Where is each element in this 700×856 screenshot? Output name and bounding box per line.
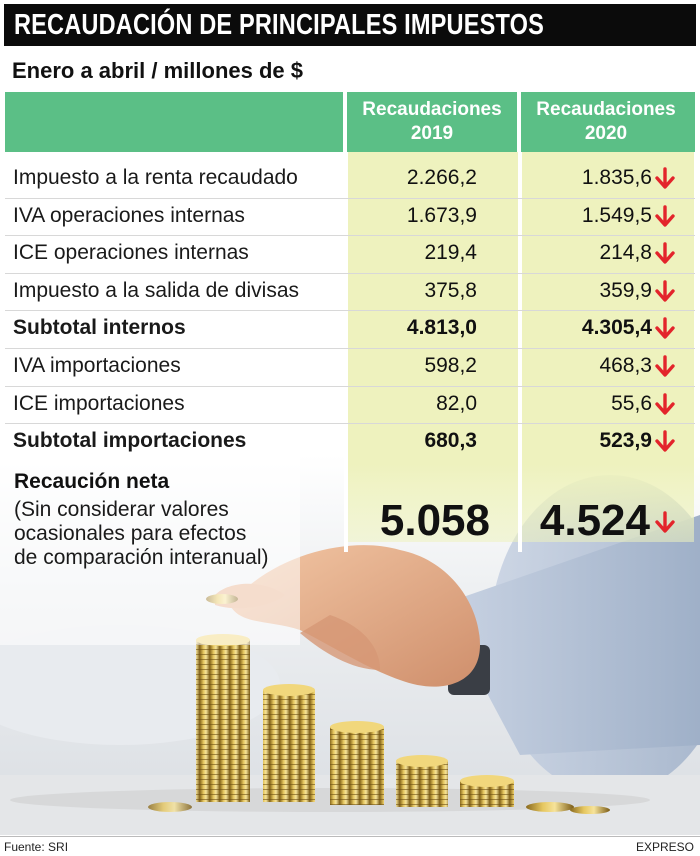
row-value-2020: 55,6 (611, 391, 652, 415)
row-separator (5, 197, 695, 199)
row-label: IVA importaciones (13, 354, 181, 377)
column-header-2019-line2: 2019 (410, 123, 454, 144)
column-divider (344, 152, 348, 552)
row-label: Subtotal internos (13, 316, 186, 340)
down-arrow-icon (655, 392, 675, 415)
down-arrow-icon (655, 280, 675, 302)
table-row: Impuesto a la salida de divisas 375,8 359,… (5, 273, 695, 311)
row-separator (5, 272, 695, 274)
down-arrow-icon (655, 242, 675, 264)
table-row: Subtotal internos 4.813,0 4.305,4 (5, 310, 695, 348)
row-label: Impuesto a la renta recaudado (13, 166, 298, 189)
column-header-2019-line1: Recaudaciones (362, 99, 502, 120)
row-label: Impuesto a la salida de divisas (13, 278, 299, 302)
page-title: RECAUDACIÓN DE PRINCIPALES IMPUESTOS (4, 4, 696, 46)
column-header-2020: Recaudaciones 2020 (521, 98, 691, 146)
table-row: Impuesto a la renta recaudado 2.266,2 1.83… (5, 160, 695, 198)
row-value-2019: 598,2 (424, 354, 477, 377)
row-value-2019: 4.813,0 (406, 316, 477, 340)
row-value-2020: 1.549,5 (581, 203, 652, 227)
row-value-2020: 1.835,6 (581, 166, 652, 189)
row-label: ICE operaciones internas (13, 241, 249, 265)
brand-credit: EXPRESO (635, 840, 694, 854)
table-row: IVA importaciones 598,2 468,3 (5, 348, 695, 386)
row-separator (5, 423, 695, 425)
row-value-2019: 1.673,9 (406, 203, 477, 227)
row-value-2019: 2.266,2 (406, 166, 477, 189)
down-arrow-icon (655, 317, 675, 340)
down-arrow-icon (655, 204, 675, 227)
down-arrow-icon (655, 167, 675, 189)
coin-stacks (148, 634, 610, 814)
page-subtitle: Enero a abril / millones de $ (12, 58, 303, 83)
table-header: Recaudaciones 2019 Recaudaciones 2020 (5, 92, 695, 152)
net-note: (Sin considerar valores ocasionales para… (14, 498, 269, 569)
row-value-2020: 214,8 (599, 241, 652, 265)
row-value-2020: 468,3 (599, 354, 652, 377)
header-divider (517, 92, 521, 152)
column-header-2020-line1: Recaudaciones (536, 99, 676, 120)
net-value-2020: 4.524 (539, 496, 650, 545)
row-value-2020: 4.305,4 (581, 316, 652, 340)
row-label: Subtotal importaciones (13, 429, 247, 453)
table-row: ICE importaciones 82,0 55,6 (5, 386, 695, 424)
row-label: IVA operaciones internas (13, 203, 245, 227)
footer-divider (0, 836, 700, 837)
table-row: ICE operaciones internas 219,4 214,8 (5, 235, 695, 273)
table-row: Subtotal importaciones 680,3 523,9 (5, 423, 695, 461)
row-value-2019: 680,3 (424, 429, 477, 453)
net-value-2019: 5.058 (379, 496, 490, 545)
row-value-2019: 82,0 (436, 391, 477, 415)
column-header-2020-line2: 2020 (584, 123, 628, 144)
net-label: Recaución neta (14, 470, 170, 493)
table-row: IVA operaciones internas 1.673,9 1.549,5 (5, 198, 695, 236)
source-credit: Fuente: SRI (4, 840, 69, 854)
row-label: ICE importaciones (13, 391, 185, 415)
header-divider (343, 92, 347, 152)
row-separator (5, 348, 695, 349)
row-value-2019: 375,8 (424, 278, 477, 302)
column-highlight-2019 (348, 152, 520, 542)
net-down-arrow-icon (655, 511, 675, 533)
column-header-2019: Recaudaciones 2019 (347, 98, 517, 146)
down-arrow-icon (655, 430, 675, 452)
row-value-2020: 523,9 (599, 429, 652, 453)
row-separator (5, 235, 695, 237)
row-separator (5, 310, 695, 312)
column-divider (518, 152, 522, 552)
row-separator (5, 385, 695, 387)
row-value-2020: 359,9 (599, 278, 652, 302)
row-value-2019: 219,4 (424, 241, 477, 265)
down-arrow-icon (655, 355, 675, 377)
